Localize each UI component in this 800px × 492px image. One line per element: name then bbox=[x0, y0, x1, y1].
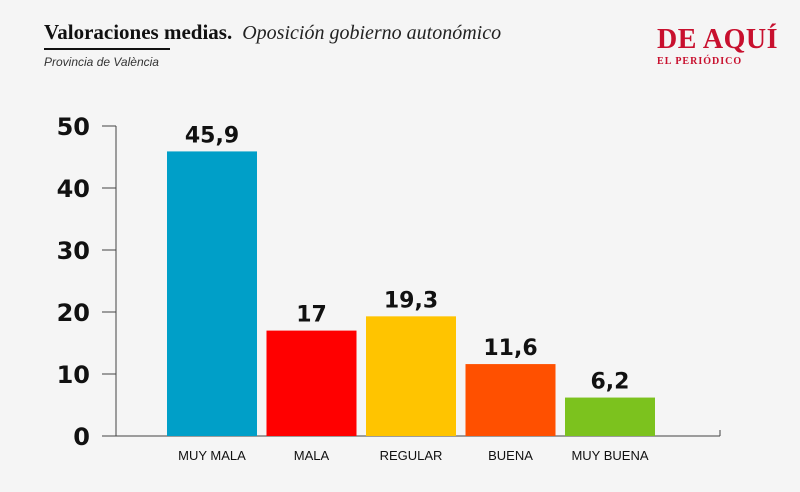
chart-title: Valoraciones medias. bbox=[44, 20, 233, 44]
y-tick-label: 20 bbox=[57, 299, 90, 327]
data-label: 19,3 bbox=[384, 288, 438, 313]
data-label: 6,2 bbox=[591, 370, 630, 395]
category-label: MUY BUENA bbox=[571, 448, 648, 463]
y-tick-label: 30 bbox=[57, 237, 90, 265]
category-label: REGULAR bbox=[380, 448, 443, 463]
y-tick-label: 50 bbox=[57, 113, 90, 141]
bar bbox=[465, 364, 556, 436]
bar bbox=[366, 316, 456, 436]
title-line: Valoraciones medias. Oposición gobierno … bbox=[44, 20, 501, 45]
category-label: BUENA bbox=[488, 448, 533, 463]
bar bbox=[266, 330, 357, 436]
category-label: MUY MALA bbox=[178, 448, 246, 463]
chart-labels: 45,9 MUY MALA 17 MALA 19,3 REGULAR 11,6 BUENA 6,… bbox=[178, 123, 649, 463]
logo-main-text: DE AQUÍ bbox=[657, 24, 778, 55]
title-underline bbox=[44, 48, 170, 50]
bar bbox=[565, 397, 655, 436]
chart-header: Valoraciones medias. Oposición gobierno … bbox=[44, 20, 501, 69]
data-label: 45,9 bbox=[185, 123, 239, 148]
chart-subtitle: Oposición gobierno autonómico bbox=[242, 22, 502, 44]
logo-sub-text: EL PERIÓDICO bbox=[657, 56, 743, 67]
y-tick-label: 40 bbox=[57, 175, 90, 203]
bar bbox=[167, 151, 257, 437]
publisher-logo: DE AQUÍ EL PERIÓDICO bbox=[657, 24, 778, 68]
category-label: MALA bbox=[294, 448, 330, 463]
y-tick-label: 10 bbox=[57, 361, 90, 389]
data-label: 11,6 bbox=[483, 336, 537, 361]
data-label: 17 bbox=[296, 303, 327, 328]
chart-bars bbox=[167, 151, 655, 437]
province-label: Provincia de València bbox=[44, 55, 159, 69]
y-tick-label: 0 bbox=[73, 423, 90, 451]
